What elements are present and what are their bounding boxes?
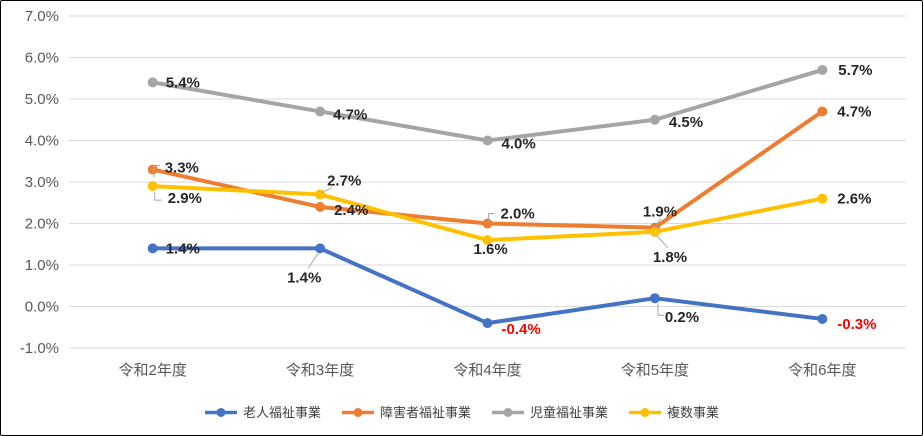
data-point-marker [147,243,158,254]
label-callout [153,165,160,178]
label-callout [656,235,669,249]
y-tick-label: 0.0% [25,299,59,316]
data-point-marker [649,114,660,125]
y-tick-label: 5.0% [25,91,59,108]
label-callout [307,253,319,269]
data-point-marker [649,293,660,304]
data-label: 4.7% [837,103,871,120]
legend-label: 老人福祉事業 [242,404,321,420]
data-point-marker [315,189,326,200]
label-callout [321,187,333,193]
data-point-marker [315,201,326,212]
legend-label: 複数事業 [667,404,720,420]
legend-label: 障害者福祉事業 [379,404,471,420]
data-label: 2.6% [837,191,871,208]
data-point-marker [147,164,158,175]
legend-item: 老人福祉事業 [204,406,321,419]
data-label: 1.8% [653,249,687,266]
legend-item: 障害者福祉事業 [341,406,471,419]
data-point-marker [649,226,660,237]
y-tick-label: 1.0% [25,257,59,274]
y-tick-label: -1.0% [20,340,59,357]
data-label: 1.9% [643,204,677,221]
chart-legend: 老人福祉事業 障害者福祉事業 児童福祉事業 複数事業 [1,400,922,424]
data-point-marker [315,106,326,117]
series-line [150,109,825,230]
legend-marker-icon [204,407,237,417]
data-point-marker [817,313,828,324]
data-label: -0.4% [502,321,541,338]
data-label: 2.0% [501,206,535,223]
data-point-marker [482,135,493,146]
x-axis-label: 令和3年度 [286,362,354,379]
series-line [150,184,825,243]
data-point-marker [482,235,493,246]
legend-marker-icon [341,407,374,417]
data-point-marker [482,218,493,229]
data-point-marker [817,64,828,75]
data-point-marker [147,77,158,88]
x-axis-label: 令和5年度 [621,362,689,379]
data-point-marker [817,106,828,117]
data-label: 5.4% [166,74,200,91]
data-point-marker [315,243,326,254]
data-point-marker [147,181,158,192]
label-callout [488,213,495,222]
data-label: 4.0% [502,136,536,153]
data-label: 1.6% [474,241,508,258]
legend-label: 児童福祉事業 [530,404,609,420]
y-tick-label: 2.0% [25,216,59,233]
data-label: 4.7% [333,106,367,123]
legend-marker-icon [629,407,662,417]
legend-item: 児童福祉事業 [491,406,608,419]
x-axis-label: 令和6年度 [788,362,856,379]
data-label: 1.4% [287,269,321,286]
x-axis-label: 令和2年度 [119,362,187,379]
y-tick-label: 6.0% [25,50,59,67]
data-label: 2.4% [334,202,368,219]
data-label: 4.5% [669,114,703,131]
data-label: 2.7% [327,172,361,189]
y-tick-label: 4.0% [25,133,59,150]
label-callout [655,218,662,225]
series-line [150,246,825,326]
data-label: 2.9% [168,190,202,207]
y-tick-label: 3.0% [25,174,59,191]
x-axis-label: 令和4年度 [453,362,521,379]
label-callout [657,303,664,316]
data-label: 5.7% [838,62,872,79]
label-callout [154,192,162,201]
data-label: -0.3% [837,316,876,333]
data-label: 1.4% [166,240,200,257]
data-point-marker [817,193,828,204]
data-label: 3.3% [165,160,199,177]
legend-item: 複数事業 [628,406,719,419]
legend-marker-icon [492,407,524,417]
y-tick-label: 7.0% [25,8,59,25]
data-label: 0.2% [665,309,699,326]
data-point-marker [482,318,493,329]
series-line [150,67,825,143]
